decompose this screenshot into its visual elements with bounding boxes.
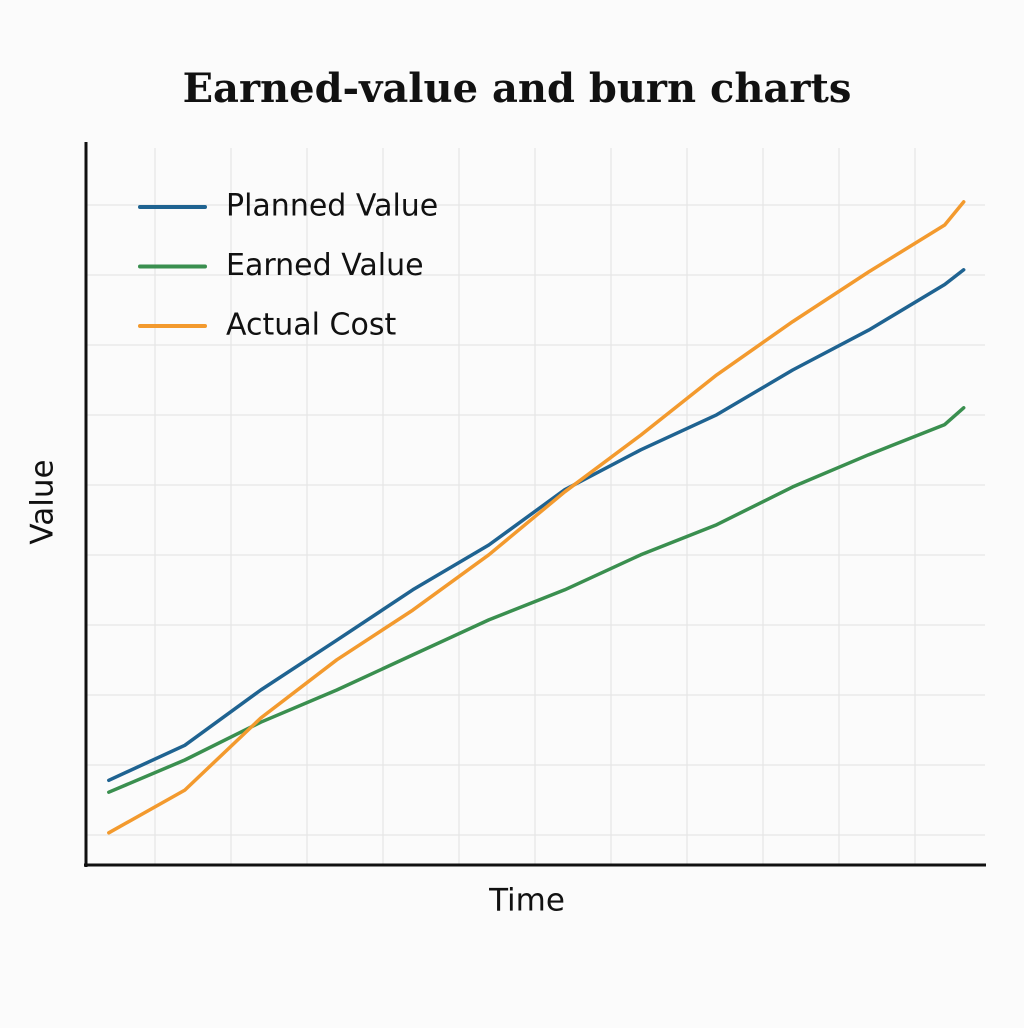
series-line bbox=[107, 268, 966, 783]
chart-title: Earned-value and burn charts bbox=[183, 65, 852, 112]
legend-label: Actual Cost bbox=[226, 308, 396, 343]
series-line bbox=[107, 200, 966, 835]
legend-label: Earned Value bbox=[226, 248, 424, 283]
x-axis-label: Time bbox=[488, 883, 565, 919]
legend-label: Planned Value bbox=[226, 189, 438, 224]
grid bbox=[86, 148, 985, 865]
legend: Planned Value Earned Value Actual Cost bbox=[138, 189, 438, 343]
y-axis-label: Value bbox=[25, 459, 61, 544]
series-line bbox=[107, 406, 966, 794]
plot-area bbox=[107, 200, 966, 835]
